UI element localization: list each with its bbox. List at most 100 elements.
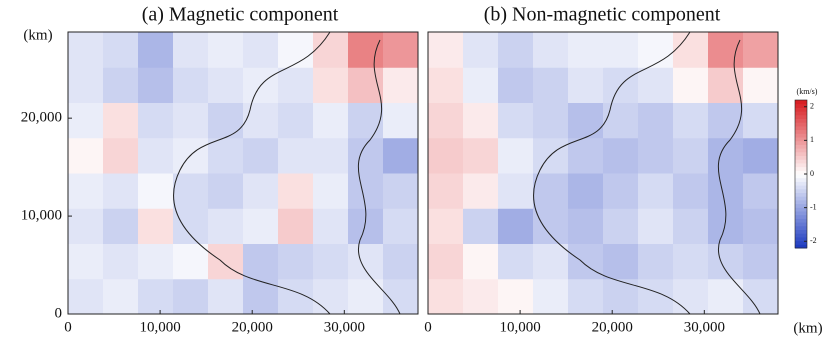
heat-cell [533,243,569,280]
heat-cell [673,32,709,68]
colorbar-swatch [795,203,807,208]
heat-cell [138,32,174,68]
colorbar-tick-label: -2 [810,236,817,245]
colorbar-tick-label: 0 [810,169,814,178]
heat-cell [103,137,139,174]
heat-cell [498,67,534,103]
heat-cell [103,243,139,280]
heat-cell [638,208,674,244]
heat-cell [243,32,279,68]
colorbar-swatch [795,140,807,145]
heat-cell [673,67,709,103]
contour [173,31,401,315]
colorbar-swatch [795,218,807,223]
colorbar-label: (km/s) [797,87,818,96]
heat-cell [138,67,174,103]
heat-cell [208,67,244,103]
heat-cell [313,208,349,244]
heat-cell [673,137,709,174]
heat-cell [498,137,534,174]
heat-cell [638,137,674,174]
heat-cell [533,67,569,103]
heat-cell [278,243,314,280]
colorbar-swatch [795,100,807,105]
heat-cell [498,278,534,315]
heat-cell [313,278,349,315]
heat-cell [463,208,499,244]
heat-cell [313,173,349,209]
colorbar-swatch [795,129,807,134]
heat-cell [383,208,419,244]
heat-cell [313,102,349,139]
x-axis-label: (km) [793,320,822,336]
heat-cell [533,173,569,209]
heat-cell [708,173,744,209]
heat-cell [603,243,639,280]
heat-cell [173,278,209,315]
heat-cell [533,102,569,139]
heat-cell [348,67,384,103]
heat-cell [138,102,174,139]
heat-cell [498,173,534,209]
contour [533,31,761,315]
heat-cell [243,137,279,174]
colorbar-swatch [795,233,807,238]
heat-cell [68,208,104,244]
heat-cell [498,32,534,68]
heat-cell [603,278,639,315]
heat-cell [138,173,174,209]
heat-cell [463,102,499,139]
heat-cell [603,173,639,209]
colorbar-tick-label: 2 [810,102,814,111]
heat-cell [638,102,674,139]
x-tick-label: 0 [64,319,72,335]
heat-cell [313,32,349,68]
colorbar-swatch [795,225,807,230]
heat-cell [138,278,174,315]
heat-cell [313,243,349,280]
colorbar-swatch [795,155,807,160]
heat-cell [533,208,569,244]
colorbar-swatch [795,122,807,127]
heat-cell [208,208,244,244]
heat-cell [348,137,384,174]
colorbar-swatch [795,199,807,205]
heat-cell [743,67,779,103]
heat-cell [173,208,209,244]
colorbar-swatch [795,107,807,112]
heat-cell [708,102,744,139]
plot-frame [67,31,419,315]
heat-cell [428,32,464,68]
heat-cell [568,278,604,315]
heat-cell [638,243,674,280]
heat-cell [173,67,209,103]
heat-cell [743,278,779,315]
heat-cell [428,243,464,280]
heat-cell [243,102,279,139]
heat-cell [68,243,104,280]
heat-cell [383,67,419,103]
heat-cell [383,243,419,280]
colorbar-swatch [795,192,807,197]
y-axis-label: (km) [23,27,52,43]
x-tick-label: 30,000 [684,319,725,335]
heat-cell [103,67,139,103]
x-tick-label: 20,000 [592,319,633,335]
heat-cell [743,208,779,244]
colorbar-swatch [795,240,807,245]
heat-cell [103,278,139,315]
colorbar-swatch [795,211,807,216]
colorbar-swatch [795,137,807,142]
heat-cell [138,137,174,174]
heat-cell [568,173,604,209]
colorbar-swatch [795,159,807,164]
heat-cell [603,102,639,139]
heat-cell [743,102,779,139]
colorbar-swatch [795,118,807,123]
colorbar-tick-label: -1 [810,202,817,211]
heat-cell [743,173,779,209]
heat-cell [68,137,104,174]
colorbar-swatch [795,207,807,212]
heat-cell [638,67,674,103]
